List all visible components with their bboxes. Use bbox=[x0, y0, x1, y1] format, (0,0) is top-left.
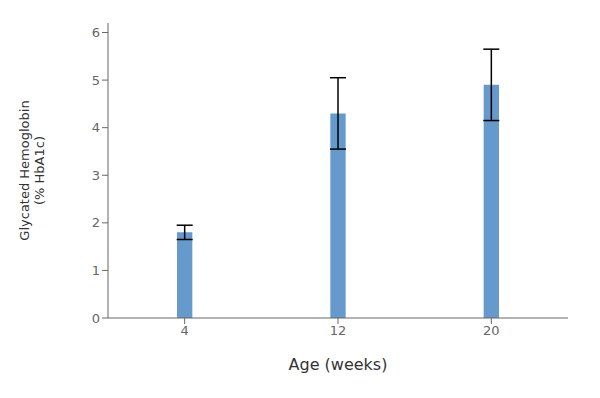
svg-text:12: 12 bbox=[330, 323, 347, 338]
svg-text:1: 1 bbox=[92, 263, 100, 278]
svg-text:4: 4 bbox=[92, 120, 100, 135]
svg-text:Glycated Hemoglobin(% HbA1c): Glycated Hemoglobin(% HbA1c) bbox=[17, 100, 48, 240]
svg-text:4: 4 bbox=[181, 323, 189, 338]
svg-text:20: 20 bbox=[483, 323, 500, 338]
svg-text:5: 5 bbox=[92, 73, 100, 88]
svg-text:6: 6 bbox=[92, 25, 100, 40]
svg-text:Age (weeks): Age (weeks) bbox=[289, 355, 388, 374]
svg-text:2: 2 bbox=[92, 215, 100, 230]
svg-text:0: 0 bbox=[92, 311, 100, 326]
svg-text:3: 3 bbox=[92, 168, 100, 183]
